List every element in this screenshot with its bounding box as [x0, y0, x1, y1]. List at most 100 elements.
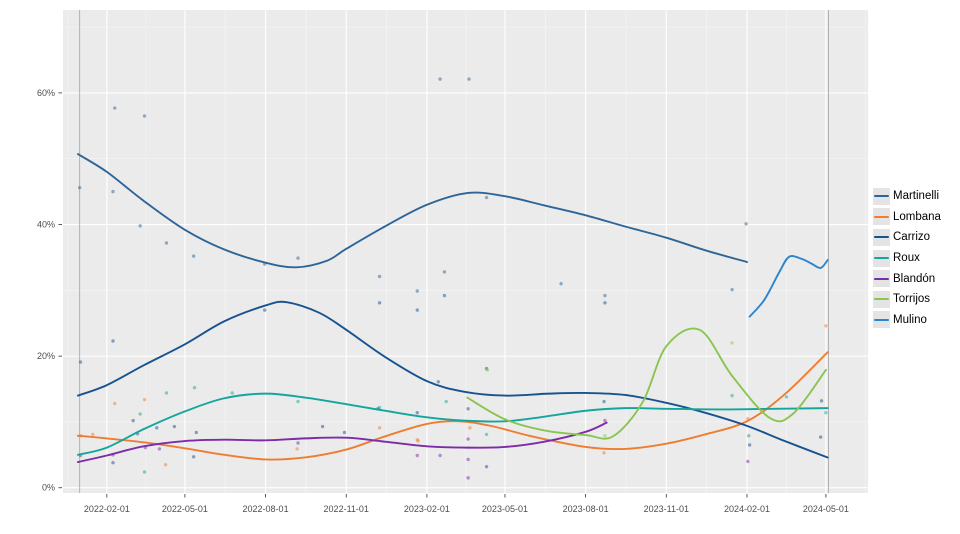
poll-point	[603, 434, 607, 438]
poll-point	[142, 114, 147, 118]
scatter-points	[77, 77, 828, 480]
poll-point	[138, 412, 142, 416]
x-tick-label: 2023-05-01	[482, 504, 528, 514]
legend-item-lombana: Lombana	[873, 207, 941, 228]
y-tick-label: 40%	[37, 220, 55, 230]
minor-gridlines	[63, 10, 868, 493]
x-tick-label: 2022-08-01	[243, 504, 289, 514]
poll-point	[296, 256, 300, 260]
legend-item-roux: Roux	[873, 248, 941, 269]
poll-point	[484, 432, 489, 437]
x-tick-label: 2024-05-01	[803, 504, 849, 514]
legend-label: Torrijos	[893, 293, 931, 306]
poll-point	[444, 399, 448, 404]
x-tick-label: 2023-02-01	[404, 504, 450, 514]
poll-point	[142, 397, 147, 402]
poll-point	[730, 341, 734, 345]
y-tick-label: 0%	[42, 483, 55, 493]
poll-point	[747, 443, 752, 447]
poll-point	[77, 185, 82, 190]
poll-point	[172, 424, 177, 429]
poll-point	[78, 360, 83, 364]
poll-point	[296, 441, 300, 445]
poll-point	[155, 426, 159, 430]
legend-label: Martinelli	[893, 190, 940, 203]
poll-point	[157, 447, 162, 451]
poll-point	[602, 451, 606, 455]
poll-point	[191, 254, 196, 258]
poll-point	[602, 399, 606, 404]
x-tick-label: 2023-08-01	[563, 504, 609, 514]
poll-point	[818, 435, 823, 439]
legend-line-icon	[874, 215, 889, 218]
legend-key-swatch	[873, 311, 890, 329]
series-line-blandón	[76, 421, 608, 464]
legend-line-icon	[874, 277, 889, 280]
legend-key-swatch	[873, 228, 890, 246]
y-tick-label: 20%	[37, 351, 55, 361]
poll-point	[468, 426, 472, 430]
poll-point	[466, 457, 470, 462]
poll-point	[415, 411, 419, 415]
poll-point	[191, 455, 196, 459]
poll-point	[111, 339, 115, 343]
poll-point	[484, 464, 489, 469]
poll-point	[442, 293, 447, 298]
poll-point	[415, 453, 419, 458]
poll-point	[320, 424, 325, 429]
poll-point	[436, 380, 441, 384]
legend-label: Lombana	[893, 210, 941, 223]
poll-point	[603, 293, 607, 298]
legend-key-swatch	[873, 187, 890, 205]
legend-line-icon	[874, 298, 889, 301]
legend-line-icon	[874, 318, 889, 321]
poll-point	[415, 308, 419, 312]
legend-line-icon	[874, 236, 889, 239]
legend-item-martinelli: Martinelli	[873, 186, 941, 207]
poll-point	[194, 430, 198, 435]
legend-item-carrizo: Carrizo	[873, 227, 941, 248]
poll-point	[485, 368, 490, 372]
poll-point	[442, 270, 447, 274]
poll-point	[377, 426, 382, 430]
poll-point	[142, 470, 147, 474]
major-gridlines	[63, 10, 868, 493]
series-line-mulino	[748, 255, 829, 318]
poll-point	[230, 391, 234, 395]
series-line-roux	[76, 392, 829, 456]
date-reference-lines	[79, 10, 829, 493]
poll-point	[466, 407, 470, 411]
poll-point	[467, 77, 471, 81]
poll-point	[824, 411, 828, 415]
poll-point	[438, 77, 442, 81]
poll-point	[484, 195, 489, 200]
poll-point	[747, 434, 751, 438]
series-line-martinelli	[76, 153, 748, 269]
poll-point	[377, 274, 382, 279]
poll-point	[296, 399, 300, 404]
poll-point	[111, 461, 115, 465]
poll-point	[730, 393, 734, 398]
legend-item-mulino: Mulino	[873, 310, 941, 331]
series-line-lombana	[76, 351, 829, 461]
legend-item-blandón: Blandón	[873, 268, 941, 289]
poll-point	[131, 418, 135, 423]
x-axis-labels: 2022-02-01 2022-05-01 2022-08-01 2022-11-01…	[84, 504, 849, 514]
poll-point	[111, 189, 115, 194]
poll-point	[415, 289, 419, 293]
poll-point	[824, 324, 828, 328]
chart-legend: Martinelli Lombana Carrizo Roux Blandón Torri…	[873, 186, 941, 330]
poll-point	[466, 476, 470, 480]
poll-point	[746, 459, 750, 464]
series-line-torrijos	[466, 327, 827, 440]
legend-item-torrijos: Torrijos	[873, 289, 941, 310]
plot-panel	[63, 10, 868, 493]
poll-point	[192, 386, 197, 390]
legend-label: Mulino	[893, 313, 927, 326]
poll-point	[416, 439, 420, 443]
x-tick-label: 2024-02-01	[724, 504, 770, 514]
legend-label: Carrizo	[893, 231, 931, 244]
poll-point	[113, 106, 117, 110]
x-tick-label: 2022-05-01	[162, 504, 208, 514]
